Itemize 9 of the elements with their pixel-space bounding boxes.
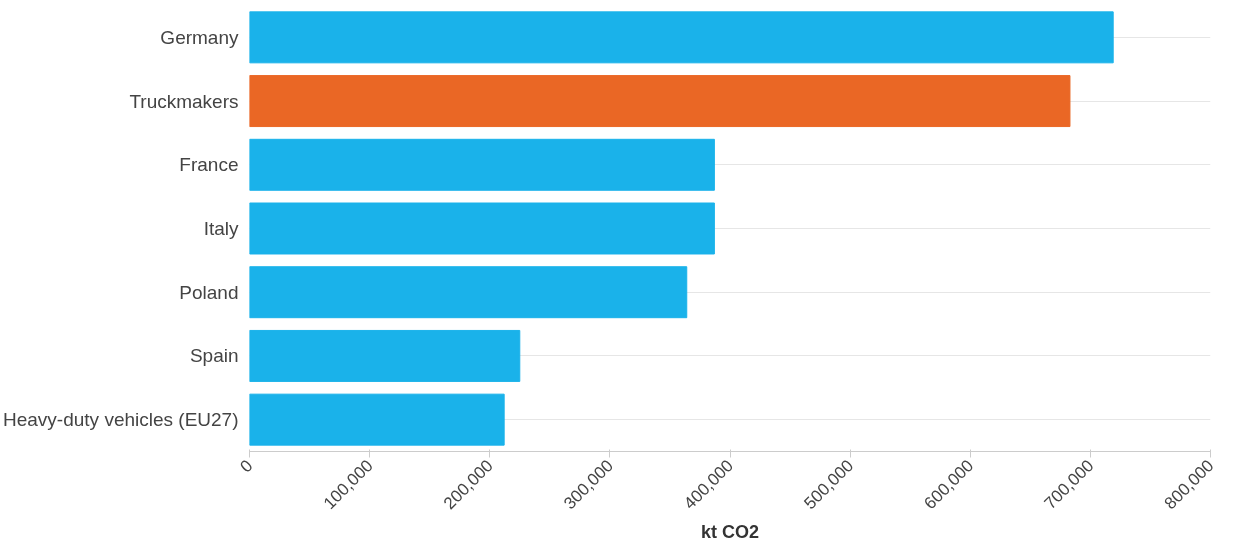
y-tick-label: Spain [189,345,239,367]
x-axis-title: kt CO2 [700,522,760,543]
y-tick-label: Germany [160,26,239,48]
y-tick-label: France [179,154,239,176]
x-tick-label: 0 [236,456,257,477]
y-tick-label: Italy [203,218,239,239]
y-tick-label: Heavy-duty vehicles (EU27) [3,409,239,431]
y-tick-label: Poland [179,281,239,303]
y-tick-label: Truckmakers [129,90,239,112]
